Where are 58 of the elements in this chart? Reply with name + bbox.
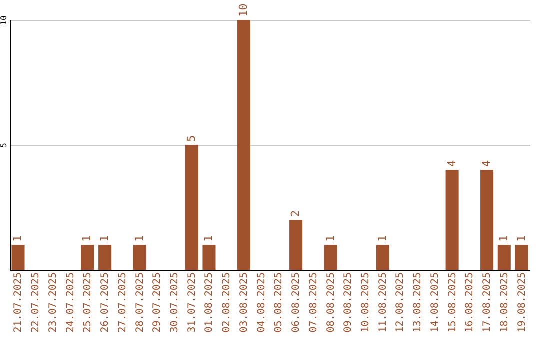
x-tick-label: 16.08.2025 <box>464 272 476 333</box>
x-tick-label: 30.07.2025 <box>170 272 181 333</box>
bar <box>376 245 390 270</box>
data-label: 1 <box>497 235 510 242</box>
x-tick-label: 24.07.2025 <box>65 272 76 333</box>
x-tick-label: 05.08.2025 <box>274 272 285 333</box>
bar <box>81 245 94 270</box>
x-tick-label: 25.07.2025 <box>82 272 94 333</box>
x-tick-label: 08.08.2025 <box>326 272 337 333</box>
x-tick-label: 18.08.2025 <box>499 272 510 333</box>
data-label: 5 <box>184 135 198 142</box>
x-tick-label: 15.08.2025 <box>447 272 458 333</box>
bar <box>515 245 528 270</box>
data-label: 1 <box>11 235 24 242</box>
data-label: 1 <box>514 235 528 242</box>
x-tick-label: 29.07.2025 <box>152 272 164 333</box>
x-tick-label: 21.07.2025 <box>13 272 24 333</box>
x-tick-label: 02.08.2025 <box>222 272 233 333</box>
bar <box>324 245 338 270</box>
x-tick-label: 13.08.2025 <box>412 272 424 333</box>
bar <box>202 245 216 270</box>
x-tick-label: 10.08.2025 <box>360 272 372 333</box>
data-label: 1 <box>202 235 216 242</box>
x-tick-label: 01.08.2025 <box>204 272 216 333</box>
data-label: 4 <box>445 160 458 167</box>
x-tick-label: 09.08.2025 <box>343 272 354 333</box>
x-tick-label: 17.08.2025 <box>482 272 494 333</box>
data-label: 1 <box>132 235 146 242</box>
bar <box>498 245 511 270</box>
x-tick-label: 07.08.2025 <box>308 272 320 333</box>
data-label: 1 <box>376 235 389 242</box>
x-tick-label: 04.08.2025 <box>256 272 268 333</box>
x-tick-label: 31.07.2025 <box>186 272 198 333</box>
bar <box>480 170 494 270</box>
data-label: 1 <box>324 235 337 242</box>
bar <box>446 170 459 270</box>
bar <box>185 145 198 270</box>
x-tick-label: 28.07.2025 <box>134 272 146 333</box>
x-tick-label: 26.07.2025 <box>100 272 112 333</box>
x-tick-label: 11.08.2025 <box>378 272 389 333</box>
data-label: 1 <box>80 235 94 242</box>
data-label: 10 <box>236 4 250 17</box>
bar <box>133 245 146 270</box>
x-tick-label: 27.07.2025 <box>117 272 128 333</box>
x-tick-label: 19.08.2025 <box>516 272 528 333</box>
x-tick-label: 14.08.2025 <box>430 272 441 333</box>
data-label: 2 <box>289 210 302 217</box>
x-tick-label: 22.07.2025 <box>30 272 42 333</box>
bar <box>98 245 112 270</box>
x-tick-label: 12.08.2025 <box>395 272 406 333</box>
data-label: 4 <box>480 160 494 167</box>
data-label: 1 <box>98 235 112 242</box>
x-tick-label: 03.08.2025 <box>238 272 250 333</box>
bar <box>12 245 25 270</box>
x-tick-label: 23.07.2025 <box>48 272 59 333</box>
bar <box>237 20 250 270</box>
x-tick-label: 06.08.2025 <box>291 272 302 333</box>
bar <box>290 220 303 270</box>
